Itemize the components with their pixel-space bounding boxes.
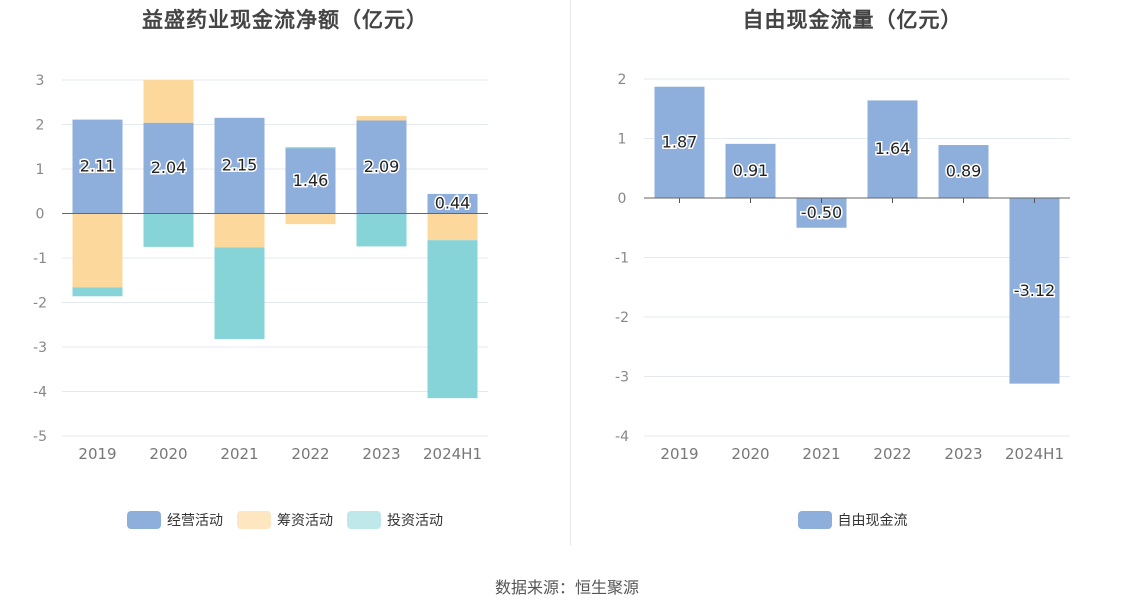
data-label: -0.50 xyxy=(801,203,842,222)
y-tick-label: 2 xyxy=(36,118,45,134)
chart-title: 自由现金流量（亿元） xyxy=(742,8,963,32)
bar-primary xyxy=(1009,198,1060,384)
y-tick-label: 0 xyxy=(618,191,627,207)
x-tick-label: 2023 xyxy=(362,445,400,463)
data-label: 2.09 xyxy=(364,157,400,176)
legend-swatch-financing xyxy=(237,511,271,529)
y-tick-label: -4 xyxy=(33,385,47,401)
y-tick-label: 1 xyxy=(36,162,45,178)
x-tick-label: 2024H1 xyxy=(423,445,482,463)
x-tick-label: 2019 xyxy=(660,445,698,463)
legend-item-operating[interactable]: 经营活动 xyxy=(127,510,223,530)
x-tick-label: 2019 xyxy=(78,445,116,463)
bar-primary xyxy=(867,100,918,198)
legend-label: 筹资活动 xyxy=(277,513,333,529)
bar-primary xyxy=(654,86,705,198)
y-tick-label: 1 xyxy=(618,132,627,148)
bar-primary xyxy=(143,122,194,214)
bar-series-1 xyxy=(356,116,407,121)
data-source-note: 数据来源：恒生聚源 xyxy=(494,578,639,597)
legend-item-financing[interactable]: 筹资活动 xyxy=(237,510,333,530)
cash-flow-chart-panel: 益盛药业现金流净额（亿元） 3 2 1 0 -1 -2 -3 -4 -5 2019 2020 2021… xyxy=(0,0,570,545)
chart-legend: 自由现金流 xyxy=(571,510,1134,530)
panel-divider xyxy=(570,0,571,545)
data-label: -3.12 xyxy=(1014,281,1055,300)
bar-series-1 xyxy=(214,213,265,248)
bar-series-2 xyxy=(72,287,123,297)
bar-series-2 xyxy=(356,213,407,247)
x-tick-label: 2021 xyxy=(220,445,258,463)
legend-item-free-cash-flow[interactable]: 自由现金流 xyxy=(797,510,908,530)
x-tick-label: 2022 xyxy=(291,445,329,463)
bar-primary xyxy=(285,148,336,214)
legend-swatch-free-cash-flow xyxy=(797,511,832,529)
y-tick-label: -2 xyxy=(33,296,47,312)
y-tick-label: -5 xyxy=(33,429,47,445)
y-tick-label: -1 xyxy=(615,251,629,267)
y-tick-label: -2 xyxy=(615,310,629,326)
bar-series-2 xyxy=(427,240,478,399)
chart-legend: 经营活动 筹资活动 投资活动 xyxy=(0,510,570,530)
data-label: 1.87 xyxy=(662,132,698,151)
data-label: 2.11 xyxy=(80,157,116,176)
x-tick-label: 2023 xyxy=(944,445,982,463)
bar-series-1 xyxy=(427,213,478,241)
x-tick-label: 2024H1 xyxy=(1005,445,1064,463)
y-tick-label: -4 xyxy=(615,429,629,445)
y-tick-label: -3 xyxy=(33,340,47,356)
legend-label: 经营活动 xyxy=(167,513,223,529)
data-label: 0.91 xyxy=(733,161,769,180)
bar-series-2 xyxy=(143,213,194,247)
data-label: 1.46 xyxy=(293,171,329,190)
y-tick-label: 3 xyxy=(36,73,45,89)
bar-series-1 xyxy=(285,213,336,225)
legend-label: 投资活动 xyxy=(387,513,443,529)
x-tick-label: 2021 xyxy=(802,445,840,463)
chart-title: 益盛药业现金流净额（亿元） xyxy=(142,8,428,32)
bar-series-2 xyxy=(285,147,336,149)
bar-series-1 xyxy=(72,213,123,288)
data-label: 0.44 xyxy=(435,194,471,213)
data-label: 2.15 xyxy=(222,156,258,175)
y-tick-label: 0 xyxy=(36,207,45,223)
bar-primary xyxy=(725,143,776,198)
free-cash-flow-chart: 2 1 0 -1 -2 -3 -4 2019 2020 2021 2022 2023 2024H1 1.8… xyxy=(615,72,1070,463)
y-tick-label: -3 xyxy=(615,370,629,386)
y-tick-label: 2 xyxy=(618,72,627,88)
x-tick-label: 2020 xyxy=(149,445,187,463)
x-tick-label: 2022 xyxy=(873,445,911,463)
cash-flow-chart: 3 2 1 0 -1 -2 -3 -4 -5 2019 2020 2021 2022 2023 2024H1… xyxy=(33,73,488,463)
data-label: 2.04 xyxy=(151,158,187,177)
free-cash-flow-chart-panel: 自由现金流量（亿元） 2 1 0 -1 -2 -3 -4 2019 2020 2021 2022 20… xyxy=(571,0,1134,545)
bar-primary xyxy=(214,117,265,214)
legend-item-investing[interactable]: 投资活动 xyxy=(347,510,443,530)
legend-swatch-operating xyxy=(127,511,161,529)
legend-label: 自由现金流 xyxy=(837,513,908,529)
data-label: 1.64 xyxy=(875,139,911,158)
y-tick-label: -1 xyxy=(33,251,47,267)
bar-series-2 xyxy=(214,247,265,339)
bar-primary xyxy=(356,120,407,214)
bar-primary xyxy=(427,193,478,214)
bar-primary xyxy=(72,119,123,214)
bar-primary xyxy=(938,145,989,198)
x-tick-label: 2020 xyxy=(731,445,769,463)
data-label: 0.89 xyxy=(946,162,982,181)
legend-swatch-investing xyxy=(347,511,381,529)
bar-series-1 xyxy=(143,80,194,123)
